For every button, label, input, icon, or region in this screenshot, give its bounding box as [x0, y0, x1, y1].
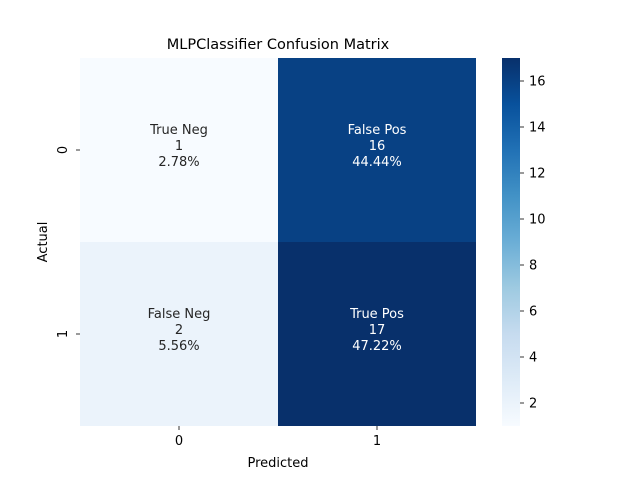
y-axis: 01: [56, 146, 80, 338]
cell-label: True Neg: [149, 123, 208, 138]
x-tick-label: 0: [175, 434, 183, 449]
cell-percent: 2.78%: [158, 155, 199, 170]
cell-percent: 47.22%: [352, 339, 402, 354]
colorbar: 2 4 6 8 10 12 14 16: [502, 58, 546, 426]
cell-percent: 44.44%: [352, 155, 402, 170]
heatmap-cell: [278, 58, 476, 242]
cell-count: 16: [369, 139, 386, 154]
colorbar-tick-label: 6: [529, 305, 537, 320]
cell-count: 17: [369, 323, 386, 338]
heatmap-cell: [80, 58, 278, 242]
colorbar-tick-label: 14: [529, 121, 546, 136]
cell-label: True Pos: [349, 307, 404, 322]
heatmap-cell: [278, 242, 476, 426]
colorbar-tick-label: 16: [529, 75, 546, 90]
colorbar-gradient: [502, 58, 520, 426]
colorbar-tick-label: 2: [529, 397, 537, 412]
colorbar-tick-label: 4: [529, 351, 537, 366]
x-tick-label: 1: [373, 434, 381, 449]
cell-percent: 5.56%: [158, 339, 199, 354]
cell-count: 1: [175, 139, 183, 154]
colorbar-tick-label: 8: [529, 259, 537, 274]
cell-label: False Pos: [348, 123, 407, 138]
cell-count: 2: [175, 323, 183, 338]
y-tick-label: 1: [56, 330, 71, 338]
heatmap-cell: [80, 242, 278, 426]
x-axis-label: Predicted: [247, 456, 308, 471]
chart-title: MLPClassifier Confusion Matrix: [167, 37, 390, 53]
y-tick-label: 0: [56, 146, 71, 154]
colorbar-tick-label: 12: [529, 167, 546, 182]
y-axis-label: Actual: [36, 222, 51, 263]
cell-label: False Neg: [148, 307, 211, 322]
colorbar-tick-label: 10: [529, 213, 546, 228]
